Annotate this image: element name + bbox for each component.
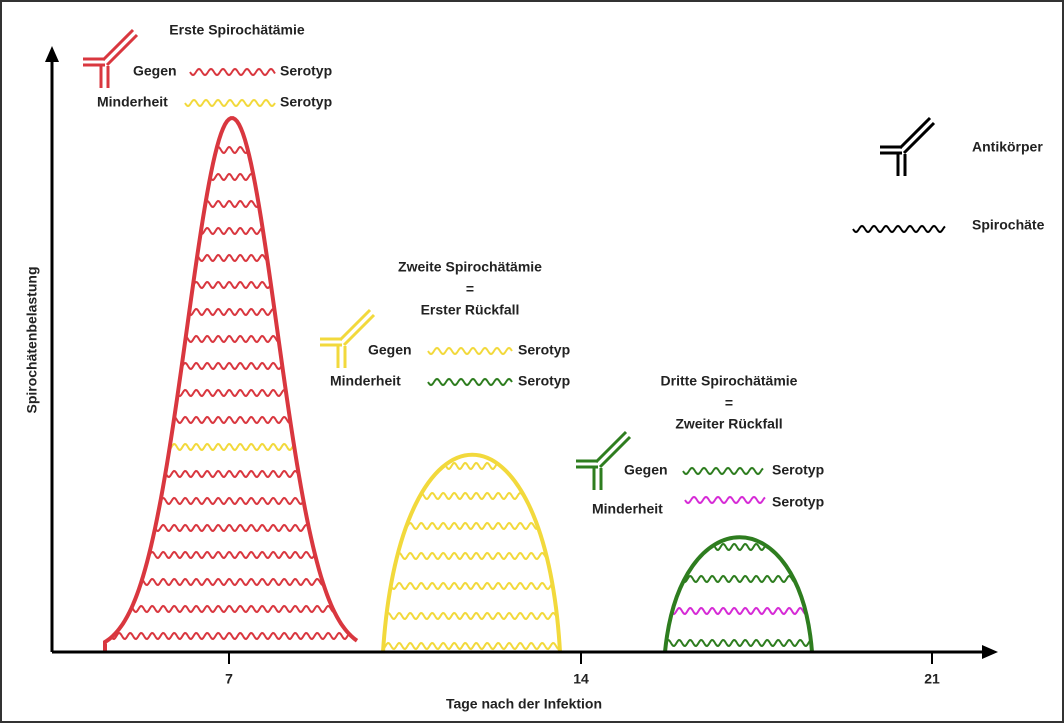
x-tick-label: 14	[573, 671, 589, 687]
spirochete	[100, 147, 360, 153]
spirochete	[100, 174, 360, 180]
diagram: 7 14 21 Tage nach der Infektion Spirochä…	[0, 0, 1064, 723]
spirochete	[660, 608, 815, 614]
spirochete	[100, 282, 360, 288]
spirochete	[685, 497, 765, 503]
spirochete	[380, 613, 565, 619]
spirochete	[660, 640, 815, 646]
arrow	[982, 645, 998, 659]
wave-group	[100, 147, 360, 639]
spirochete	[100, 471, 360, 477]
peak-outline	[105, 118, 357, 652]
spirochete	[100, 390, 360, 396]
wave-group	[660, 544, 815, 646]
antibody-icon	[320, 310, 374, 368]
spirochete	[100, 309, 360, 315]
spirochete	[380, 583, 565, 589]
spirochete	[100, 444, 360, 450]
peak-outline	[665, 537, 812, 652]
wave-group	[380, 463, 565, 649]
spirochete	[190, 69, 275, 75]
serotype-label: Serotyp	[280, 94, 332, 110]
minority-label: Minderheit	[97, 94, 168, 110]
peak-title: Erste Spirochätämie	[169, 22, 305, 38]
serotype-label: Serotyp	[518, 342, 570, 358]
legend-label: Antikörper	[972, 139, 1043, 155]
against-label: Gegen	[133, 63, 177, 79]
antibody-icon	[576, 432, 630, 490]
x-tick-label: 7	[225, 671, 233, 687]
spirochete	[683, 468, 763, 474]
spirochete	[380, 553, 565, 559]
legend-label: Spirochäte	[972, 217, 1045, 233]
wave-fill	[100, 69, 945, 649]
spirochete	[100, 363, 360, 369]
serotype-label: Serotyp	[772, 494, 824, 510]
against-label: Gegen	[368, 342, 412, 358]
spirochete	[380, 493, 565, 499]
antibody-icon	[880, 118, 934, 176]
spirochete	[380, 463, 565, 469]
y-axis-label: Spirochätenbelastung	[24, 266, 40, 413]
minority-label: Minderheit	[330, 373, 401, 389]
spirochete	[660, 544, 815, 550]
spirochete	[428, 348, 512, 354]
spirochete	[100, 525, 360, 531]
spirochete	[100, 606, 360, 612]
serotype-label: Serotyp	[280, 63, 332, 79]
arrow	[45, 46, 59, 62]
peak-title: Zweiter Rückfall	[675, 416, 782, 432]
peak-title: Erster Rückfall	[421, 302, 520, 318]
spirochete	[100, 498, 360, 504]
peak-title: =	[466, 281, 474, 297]
spirochete	[100, 633, 360, 639]
antibody-icon	[83, 30, 137, 88]
spirochete	[185, 100, 275, 106]
spirochete	[100, 228, 360, 234]
peak-title: Dritte Spirochätämie	[661, 373, 798, 389]
spirochete	[853, 226, 945, 232]
peak-title: Zweite Spirochätämie	[398, 259, 542, 275]
against-label: Gegen	[624, 462, 668, 478]
spirochete	[100, 552, 360, 558]
minority-label: Minderheit	[592, 501, 663, 517]
spirochete	[100, 417, 360, 423]
spirochete	[100, 255, 360, 261]
x-axis-label: Tage nach der Infektion	[446, 696, 602, 712]
serotype-label: Serotyp	[518, 373, 570, 389]
spirochete	[428, 379, 512, 385]
spirochete	[380, 643, 565, 649]
spirochete	[100, 201, 360, 207]
serotype-label: Serotyp	[772, 462, 824, 478]
x-tick-label: 21	[924, 671, 940, 687]
peak-title: =	[725, 395, 733, 411]
